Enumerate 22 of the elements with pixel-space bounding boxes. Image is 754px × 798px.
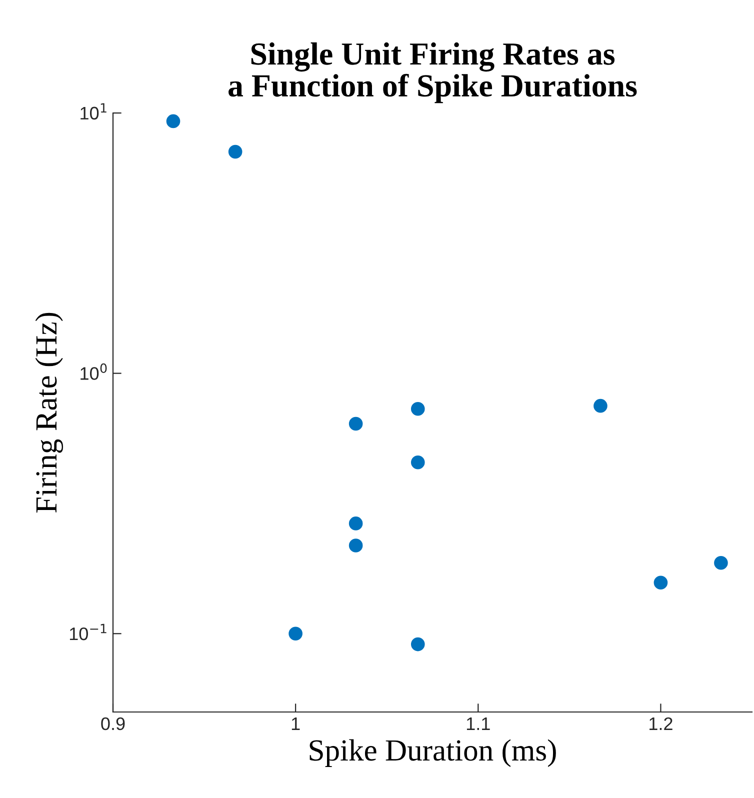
point [348,538,363,552]
point [410,455,425,470]
point [166,114,180,128]
point [288,626,302,641]
point [654,576,668,590]
x-axis-title: Spike Duration (ms) [310,739,556,767]
point [410,637,425,652]
y-tick-label: 10$^{1}$ [80,103,106,120]
x-tick-label: 1.1 [466,718,490,730]
x-tick-label: 1 [292,718,300,730]
x-tick-label: 1.2 [650,717,672,730]
point [714,556,728,570]
point [228,144,242,159]
point [348,516,363,530]
x-tick-label: 0.9 [101,717,125,730]
y-tick-label: 10$^{0}$ [80,363,107,380]
y-axis-title: Firing Rate (Hz) [35,312,64,513]
chart-title: Single Unit Firing Rates as a Function of Spike Durations [228,42,637,104]
point [348,416,363,431]
point [594,398,608,413]
y-tick-label: 10$^{−1}$ [70,624,106,640]
point [410,402,425,416]
